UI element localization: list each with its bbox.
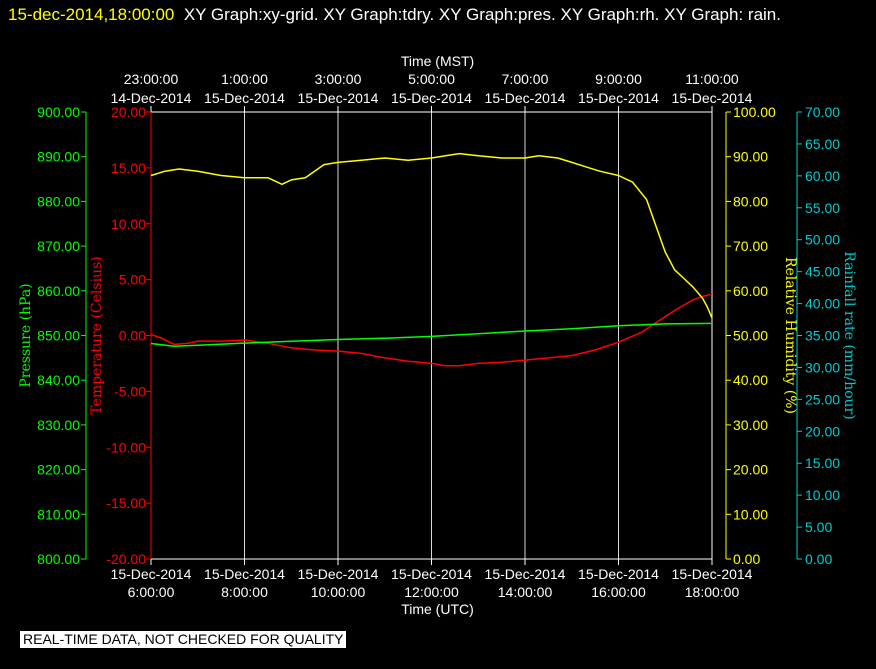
humidity-tick-label: 30.00 [733, 417, 768, 433]
graph-title: 15-dec-2014,18:00:00 XY Graph:xy-grid. X… [8, 2, 868, 28]
x-top-tick-label: 15-Dec-2014 [485, 90, 566, 106]
x-tick-label: 15-Dec-2014 [672, 566, 753, 582]
rain-tick-label: 65.00 [805, 136, 840, 152]
rain-axis-label: Rainfall rate (mm/hour) [841, 251, 857, 419]
humidity-tick-label: 80.00 [733, 193, 768, 209]
x-top-tick-label: 7:00:00 [502, 71, 549, 87]
rain-tick-label: 50.00 [805, 232, 840, 248]
humidity-tick-label: 90.00 [733, 149, 768, 165]
x-tick-label: 15-Dec-2014 [298, 566, 379, 582]
rain-tick-label: 45.00 [805, 264, 840, 280]
series [150, 152, 713, 367]
rain-tick-label: 60.00 [805, 168, 840, 184]
pressure-tick-label: 880.00 [37, 193, 80, 209]
rain-tick-label: 15.00 [805, 455, 840, 471]
pressure-tick-label: 860.00 [37, 283, 80, 299]
pressure-tick-label: 810.00 [37, 506, 80, 522]
x-tick-label: 15-Dec-2014 [485, 566, 566, 582]
rain-tick-label: 30.00 [805, 359, 840, 375]
pressure-axis-label: Pressure (hPa) [18, 283, 34, 387]
quality-notice: REAL-TIME DATA, NOT CHECKED FOR QUALITY [20, 631, 347, 648]
pressure-tick-label: 870.00 [37, 238, 80, 254]
x-tick-label: 10:00:00 [311, 584, 366, 600]
x-tick-label: 15-Dec-2014 [111, 566, 192, 582]
x-tick-label: 8:00:00 [221, 584, 268, 600]
humidity-axis-label: Relative Humidity (%) [782, 257, 798, 414]
x-tick-label: 15-Dec-2014 [391, 566, 472, 582]
temperature-tick-label: -5.00 [114, 383, 146, 399]
x-top-tick-label: 15-Dec-2014 [672, 90, 753, 106]
x-top-tick-label: 15-Dec-2014 [298, 90, 379, 106]
humidity-tick-label: 70.00 [733, 238, 768, 254]
humidity-tick-label: 100.00 [733, 104, 776, 120]
x-top-tick-label: 15-Dec-2014 [391, 90, 472, 106]
pressure-tick-label: 890.00 [37, 149, 80, 165]
x-tick-label: 18:00:00 [685, 584, 740, 600]
rh-series-line [150, 152, 713, 319]
x-top-tick-label: 9:00:00 [595, 71, 642, 87]
x-axis-label: Time (UTC) [401, 601, 474, 617]
rain-tick-label: 55.00 [805, 200, 840, 216]
temperature-tick-label: 20.00 [111, 104, 146, 120]
rain-tick-label: 70.00 [805, 104, 840, 120]
humidity-tick-label: 0.00 [733, 551, 760, 567]
x-tick-label: 15-Dec-2014 [204, 566, 285, 582]
x-tick-label: 6:00:00 [128, 584, 175, 600]
x-top-axis-label: Time (MST) [401, 53, 474, 69]
humidity-tick-label: 50.00 [733, 328, 768, 344]
x-top-tick-label: 15-Dec-2014 [204, 90, 285, 106]
x-tick-label: 16:00:00 [591, 584, 646, 600]
x-top-tick-label: 11:00:00 [685, 71, 739, 87]
pressure-tick-label: 900.00 [37, 104, 80, 120]
humidity-tick-label: 10.00 [733, 506, 768, 522]
humidity-tick-label: 40.00 [733, 372, 768, 388]
graph-list: XY Graph:xy-grid. XY Graph:tdry. XY Grap… [183, 5, 781, 24]
humidity-tick-label: 60.00 [733, 283, 768, 299]
temperature-tick-label: 10.00 [111, 216, 146, 232]
temperature-tick-label: 15.00 [111, 160, 146, 176]
x-tick-label: 15-Dec-2014 [578, 566, 659, 582]
temperature-tick-label: -20.00 [106, 551, 146, 567]
rain-tick-label: 0.00 [805, 551, 832, 567]
pressure-tick-label: 820.00 [37, 462, 80, 478]
pressure-tick-label: 840.00 [37, 372, 80, 388]
x-tick-label: 14:00:00 [498, 584, 553, 600]
tdry-series-line [150, 293, 713, 367]
rain-tick-label: 35.00 [805, 328, 840, 344]
axes: 15-Dec-2014 6:00:00 15-Dec-2014 8:00:00 15-D… [18, 53, 857, 617]
x-top-tick-label: 1:00:00 [221, 71, 268, 87]
rain-tick-label: 20.00 [805, 423, 840, 439]
temperature-tick-label: -15.00 [106, 495, 146, 511]
pressure-tick-label: 830.00 [37, 417, 80, 433]
pressure-tick-label: 850.00 [37, 328, 80, 344]
temperature-tick-label: 0.00 [119, 328, 146, 344]
temperature-tick-label: 5.00 [119, 272, 146, 288]
x-tick-label: 12:00:00 [404, 584, 459, 600]
grid [244, 112, 619, 559]
temperature-tick-label: -10.00 [106, 439, 146, 455]
x-top-tick-label: 5:00:00 [408, 71, 455, 87]
humidity-tick-label: 20.00 [733, 462, 768, 478]
rain-tick-label: 5.00 [805, 519, 832, 535]
timestamp: 15-dec-2014,18:00:00 [8, 5, 175, 24]
rain-tick-label: 25.00 [805, 391, 840, 407]
x-top-tick-label: 14-Dec-2014 [111, 90, 192, 106]
pres-series-line [150, 322, 713, 347]
x-top-tick-label: 15-Dec-2014 [578, 90, 659, 106]
x-top-tick-label: 23:00:00 [124, 71, 179, 87]
x-top-tick-label: 3:00:00 [315, 71, 362, 87]
pressure-tick-label: 800.00 [37, 551, 80, 567]
temperature-axis-label: Temperature (Celsius) [89, 256, 105, 414]
rain-tick-label: 40.00 [805, 296, 840, 312]
rain-tick-label: 10.00 [805, 487, 840, 503]
